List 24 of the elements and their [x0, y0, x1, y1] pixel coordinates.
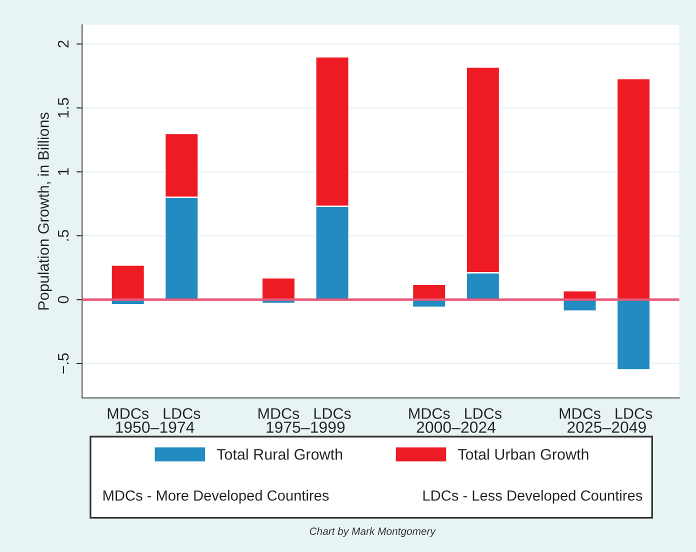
x-tick-label: MDCs: [108, 408, 149, 419]
y-tick-label: 1: [58, 168, 69, 175]
text: Chart by Mark Montgomery: [310, 527, 436, 537]
y-tick-label: 0: [58, 296, 69, 304]
text: 2025–2049: [568, 422, 646, 433]
x-tick-label: LDCs: [164, 408, 200, 419]
legend-label: Total Rural Growth: [216, 448, 342, 460]
x-tick-label: LDCs: [465, 408, 502, 419]
x-tick-label: MDCs: [258, 408, 300, 419]
y-tick-label: 1.5: [58, 98, 69, 118]
y-tick-label: .5: [58, 230, 69, 241]
x-tick-label: MDCs: [560, 408, 600, 419]
legend-label: Total Urban Growth: [458, 448, 588, 460]
y-axis-title: Population Growth, in Billions: [38, 112, 52, 310]
text: MDCs - More Developed Countires: [103, 490, 329, 504]
x-tick-label: LDCs: [616, 408, 652, 419]
y-tick-label: −.5: [58, 353, 69, 374]
x-tick-label: LDCs: [314, 408, 351, 419]
x-tick-label: MDCs: [409, 408, 450, 419]
text: LDCs - Less Developed Countires: [423, 490, 642, 504]
text: 2000–2024: [416, 422, 496, 433]
text: 1975–1999: [266, 422, 345, 433]
text: 1950–1974: [116, 422, 194, 433]
y-tick-label: 2: [58, 40, 69, 48]
